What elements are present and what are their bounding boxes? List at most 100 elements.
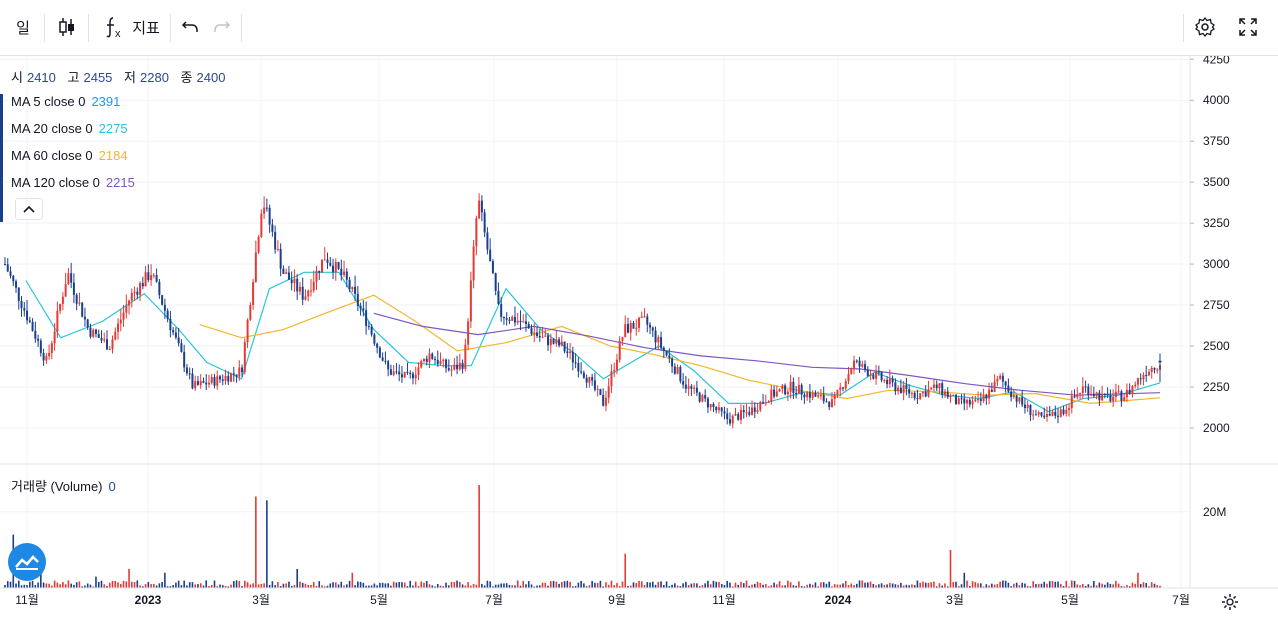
volume-bar [638,581,640,588]
volume-bar [224,585,227,588]
candle-body [932,384,935,388]
candle-body [467,321,470,345]
volume-bar [183,580,185,588]
volume-bar [952,582,955,588]
candle-body [271,224,274,232]
ma120-legend[interactable]: MA 120 close 0 2215 [11,175,135,190]
candle-body [1128,389,1131,394]
volume-bar [403,582,406,588]
volume-bar [585,586,588,588]
volume-bar [1131,582,1134,588]
close-label: 종 [180,70,193,85]
volume-bar [966,580,968,588]
price-tick-label: 2250 [1203,380,1230,394]
volume-bar [880,583,883,588]
candle-body [1153,367,1156,370]
candle-body [207,382,210,385]
volume-bar [993,584,996,588]
volume-bar [425,580,428,588]
candle-body [560,341,563,346]
candle-body [376,343,379,348]
volume-bar [282,583,285,588]
volume-bar [15,583,17,588]
ma20-value: 2275 [98,121,128,136]
volume-bar [117,582,119,588]
undo-button[interactable] [176,10,204,44]
settings-button[interactable] [1189,10,1221,44]
volume-bar [913,585,916,588]
candle-body [759,402,762,411]
volume-bar [968,586,971,588]
volume-bar [343,585,345,588]
volume-bar [131,581,133,588]
volume-legend[interactable]: 거래량 (Volume) 0 [11,476,116,495]
volume-bar [423,582,425,588]
candle-body [125,305,128,313]
tradingview-logo[interactable] [8,543,46,581]
volume-bar [450,581,453,588]
price-tick-label: 3250 [1203,216,1230,230]
candle-body [417,367,420,375]
volume-bar [831,586,833,588]
volume-bar [963,572,966,588]
candle-body [1114,391,1117,398]
candle-body [348,279,351,290]
collapse-legend-button[interactable] [15,198,43,220]
candle-body [1084,386,1087,388]
candle-body [105,339,108,350]
volume-bar [817,586,819,588]
chart-type-button[interactable] [50,10,84,44]
indicators-button[interactable]: x 지표 [94,10,168,44]
candle-body [830,399,833,408]
volume-bar [781,585,784,588]
volume-bar [935,586,938,588]
time-tick-label: 9월 [608,593,626,607]
candle-body [996,378,999,382]
candle-body [654,330,657,343]
candle-body [902,385,905,393]
candle-body [219,376,222,380]
open-value: 2410 [26,70,56,85]
ma5-legend[interactable]: MA 5 close 0 2391 [11,94,120,109]
volume-bar [144,584,147,588]
candle-body [301,286,304,300]
high-label: 고 [67,70,80,85]
candle-body [128,300,131,306]
volume-bar [602,586,604,588]
candle-body [26,310,29,321]
candle-body [740,409,743,420]
price-tick-label: 2000 [1203,421,1230,435]
candle-body [657,337,660,343]
volume-bar [558,583,560,588]
volume-bar [1123,586,1125,588]
candle-body [150,275,153,281]
candle-body [1073,396,1076,398]
ma20-legend[interactable]: MA 20 close 0 2275 [11,121,128,136]
volume-bar [412,585,414,588]
redo-button[interactable] [208,10,236,44]
ma60-legend[interactable]: MA 60 close 0 2184 [11,148,128,163]
candle-body [1076,394,1079,398]
candle-body [943,391,946,395]
fullscreen-button[interactable] [1232,10,1264,44]
candle-body [185,367,188,374]
candle-body [1136,378,1139,385]
interval-selector[interactable]: 일 [6,10,40,44]
candle-body [17,287,20,302]
volume-bar [483,585,486,588]
candle-body [883,379,886,381]
candle-body [97,333,100,338]
volume-bar [106,586,108,588]
volume-bar [654,584,657,588]
candle-body [602,394,605,406]
volume-bar [64,584,67,588]
candle-body [453,364,456,370]
time-tick-label: 11월 [15,593,39,607]
volume-bar [387,583,389,588]
candle-body [1139,378,1142,380]
volume-bar [150,584,152,588]
candle-body [70,273,73,283]
price-chart[interactable]: 2000 2250 2500 2750 3000 3250 3500 3750 4000 4250… [0,56,1278,630]
volume-bar [1035,584,1037,588]
volume-bar [828,581,831,588]
